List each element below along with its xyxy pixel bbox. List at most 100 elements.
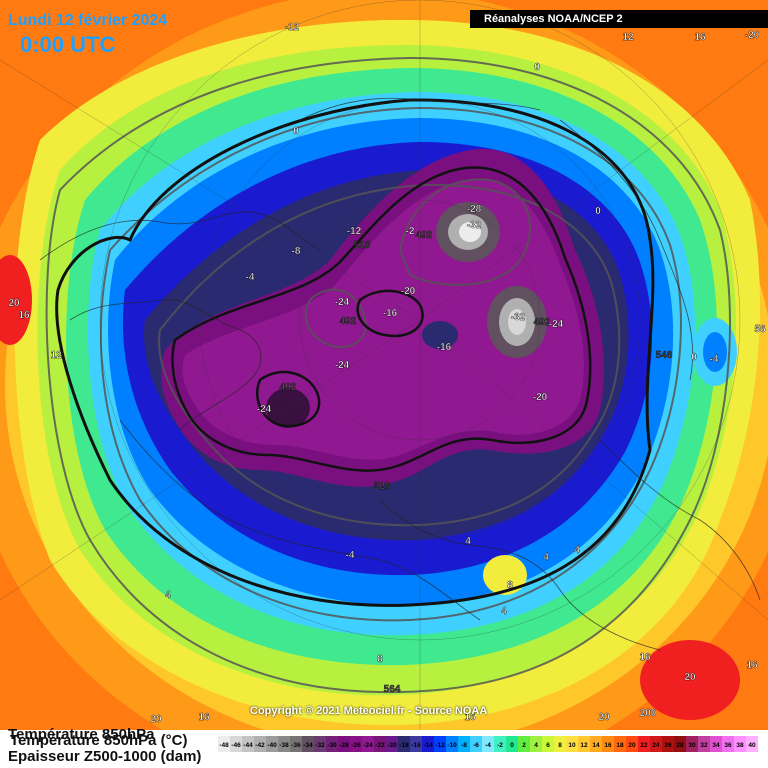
color-swatch	[518, 736, 531, 752]
contour-label: -4	[710, 354, 719, 365]
contour-label: -24	[257, 404, 272, 415]
contour-label: 492	[534, 317, 551, 328]
color-scale-tick: -24	[363, 742, 373, 749]
color-swatch	[314, 736, 327, 752]
temperature-cold-contours	[171, 166, 592, 472]
color-scale-tick: 34	[712, 742, 720, 749]
source-banner: Réanalyses NOAA/NCEP 2	[470, 10, 768, 28]
contour-label: -2	[406, 226, 415, 237]
contour-label: 492	[340, 316, 357, 327]
temperature-zero-contour	[55, 98, 655, 607]
color-swatch	[626, 736, 639, 752]
color-swatch	[674, 736, 687, 752]
contour-label: -24	[549, 319, 564, 330]
color-swatch	[530, 736, 543, 752]
color-swatch	[254, 736, 267, 752]
contour-label: -28	[467, 204, 482, 215]
color-swatch	[290, 736, 303, 752]
color-scale-tick: -28	[339, 742, 349, 749]
color-swatch	[722, 736, 735, 752]
legend-temperature-label-overlap: Température 850hPa	[8, 726, 155, 743]
contour-label: 0	[691, 352, 697, 363]
color-scale-tick: -14	[423, 742, 433, 749]
warm-pocket-south	[483, 555, 527, 595]
color-swatch	[482, 736, 495, 752]
color-scale-tick: -18	[399, 742, 409, 749]
color-swatch	[578, 736, 591, 752]
color-scale-tick: 38	[736, 742, 744, 749]
color-swatch	[494, 736, 507, 752]
color-swatch	[662, 736, 675, 752]
contour-label: 492	[416, 230, 433, 241]
color-scale-tick: 20	[628, 742, 636, 749]
color-scale-tick: 18	[616, 742, 624, 749]
color-scale-tick: -10	[447, 742, 457, 749]
color-swatch	[374, 736, 387, 752]
contour-label: 0	[534, 62, 540, 73]
color-swatch	[710, 736, 723, 752]
color-scale-tick: -2	[497, 742, 503, 749]
coastlines	[39, 97, 761, 651]
contour-label: 16	[694, 32, 706, 43]
contour-label: 4	[465, 536, 471, 547]
date-label: Lundi 12 février 2024	[8, 12, 168, 29]
color-swatch	[506, 736, 519, 752]
contour-label: 16	[198, 712, 210, 723]
color-swatch	[470, 736, 483, 752]
color-scale-tick: -36	[291, 742, 301, 749]
contour-label: -4	[246, 272, 255, 283]
color-scale-tick: 10	[568, 742, 576, 749]
color-scale-tick: 6	[546, 742, 550, 749]
contour-label: 16	[18, 310, 30, 321]
contour-label: 20	[8, 298, 20, 309]
color-scale-tick: 12	[580, 742, 588, 749]
core-dark-west	[266, 388, 310, 428]
color-scale-tick: 32	[700, 742, 708, 749]
contour-label: 4	[165, 590, 171, 601]
contour-label: 20	[598, 712, 610, 723]
color-swatch	[734, 736, 747, 752]
contour-label: -20	[401, 286, 416, 297]
color-swatch	[362, 736, 375, 752]
color-swatch	[566, 736, 579, 752]
time-label: 0:00 UTC	[20, 32, 116, 57]
contour-label: 12	[622, 32, 634, 43]
contour-label: 564	[384, 684, 401, 695]
contour-label: 20	[150, 714, 162, 725]
core-white-east	[508, 309, 526, 335]
color-swatch	[218, 736, 231, 752]
color-scale-tick: -44	[243, 742, 253, 749]
contour-label: 528	[374, 481, 391, 492]
color-swatch	[458, 736, 471, 752]
contour-label: -4	[346, 550, 355, 561]
contour-label: 4	[501, 606, 507, 617]
color-scale-tick: -30	[327, 742, 337, 749]
contour-label: 16	[639, 652, 651, 663]
contour-label: -12	[285, 22, 300, 33]
contour-label: 8	[377, 654, 383, 665]
cold-pocket-east-core	[703, 332, 727, 372]
color-scale-tick: -42	[255, 742, 265, 749]
color-swatch	[590, 736, 603, 752]
contour-label: 0	[595, 206, 601, 217]
color-swatch	[686, 736, 699, 752]
color-swatch	[266, 736, 279, 752]
contour-label: 16	[746, 660, 758, 671]
contour-label: 12	[50, 350, 62, 361]
warm-pocket-center	[422, 321, 458, 349]
color-swatch	[230, 736, 243, 752]
color-swatch	[386, 736, 399, 752]
color-swatch	[638, 736, 651, 752]
contour-label: 200	[640, 708, 657, 719]
color-swatch	[278, 736, 291, 752]
contour-label: -8	[292, 246, 301, 257]
contour-label: -16	[437, 342, 452, 353]
color-swatch	[242, 736, 255, 752]
color-scale-tick: 24	[652, 742, 660, 749]
color-swatch	[602, 736, 615, 752]
contour-label: -24	[335, 297, 350, 308]
color-scale-tick: -6	[473, 742, 479, 749]
color-scale-tick: -20	[387, 742, 397, 749]
